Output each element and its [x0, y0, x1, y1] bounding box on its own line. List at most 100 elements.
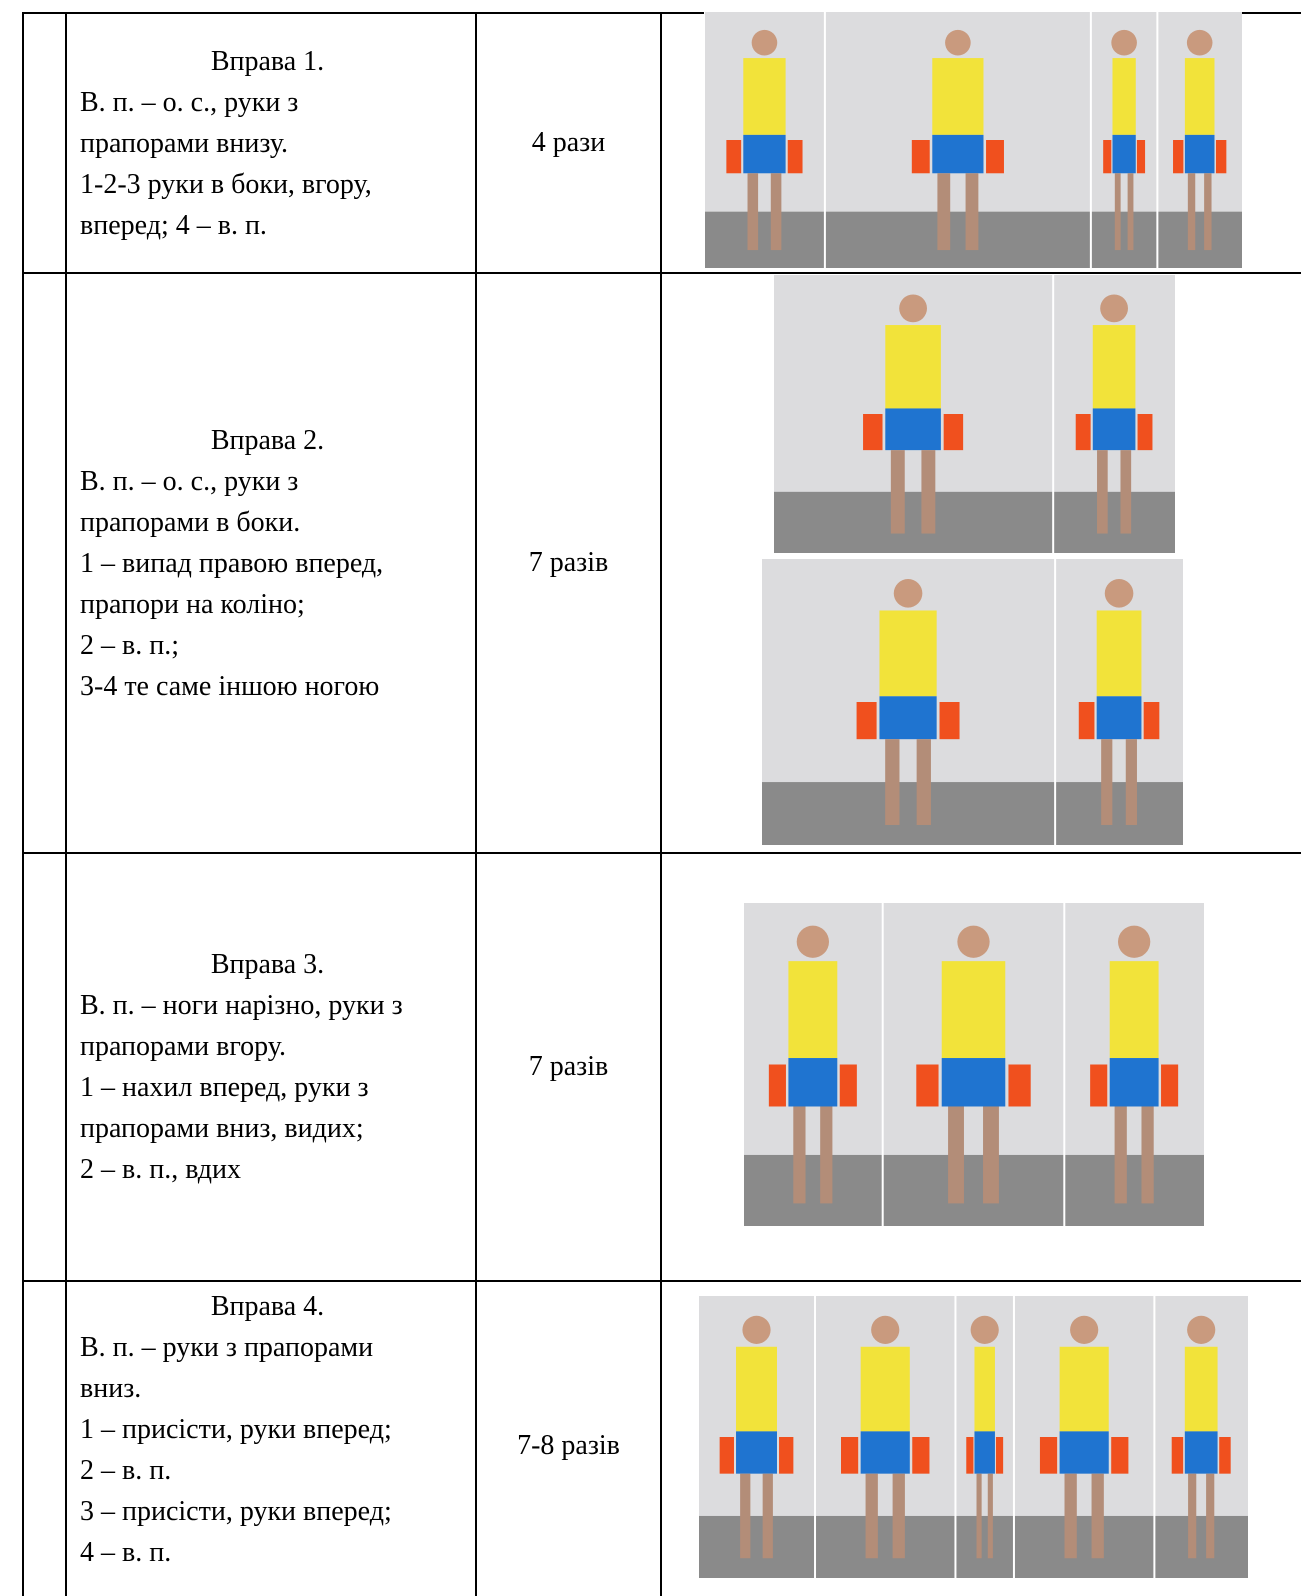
photo-shape: [863, 414, 883, 451]
photo-shape: [793, 1106, 806, 1204]
photo-shape: [1161, 1064, 1179, 1107]
exercise-line: прапорами внизу.: [80, 127, 289, 159]
exercise-line: прапорами вгору.: [80, 1031, 286, 1062]
photo-shape: [1187, 1315, 1216, 1344]
photo-shape: [787, 140, 803, 174]
photo-shape: [1187, 173, 1196, 251]
reps-cell: 7-8 разів: [475, 1280, 662, 1596]
photo-shape: [773, 491, 1054, 553]
photo-shape: [995, 1437, 1004, 1474]
photo-shape: [1064, 1473, 1077, 1559]
photo-shape: [726, 140, 742, 174]
photo-shape: [860, 1346, 910, 1432]
photo-shape: [1078, 702, 1095, 740]
photo-shape: [966, 1437, 974, 1474]
photo-shape: [743, 58, 786, 135]
photo-shape: [912, 1437, 930, 1474]
photo-shape: [932, 58, 984, 135]
photo-shape: [1173, 140, 1184, 174]
exercise-line: 1 – присісти, руки вперед;: [80, 1414, 392, 1445]
photo-shape: [1091, 1473, 1104, 1559]
photo-shape: [1154, 1515, 1248, 1578]
photo-shape: [719, 1437, 734, 1474]
photo-shape: [1204, 173, 1212, 251]
photo-shape: [986, 140, 1004, 174]
exercise-line: 2 – в. п., вдих: [80, 1154, 241, 1185]
photo-shape: [762, 1473, 773, 1559]
photo-shape: [983, 1106, 999, 1204]
photo-shape: [957, 925, 990, 958]
exercise-line: В. п. – о. с., руки з: [80, 86, 299, 118]
photo-shape: [1111, 1437, 1129, 1474]
photo-shape: [1141, 1106, 1154, 1204]
photo-shape: [761, 782, 1056, 845]
photo-shape: [698, 1515, 816, 1578]
exercise-line: 1 – випад правою вперед,: [80, 547, 384, 579]
photo-shape: [1127, 173, 1134, 251]
photo-shape: [1090, 211, 1158, 268]
photo-shape: [965, 173, 979, 251]
photo-shape: [1219, 1437, 1231, 1474]
photo-shape: [820, 1106, 833, 1204]
photo-shape: [941, 961, 1006, 1059]
photo-shape: [945, 29, 971, 56]
exercise-photo: [743, 903, 1204, 1226]
photo-shape: [1055, 782, 1183, 845]
photo-shape: [1184, 134, 1215, 174]
photo-shape: [937, 173, 951, 251]
exercise-title: Вправа 4.: [210, 1291, 325, 1322]
exercise-line: 2 – в. п.: [80, 1455, 172, 1486]
photo-shape: [1157, 211, 1242, 268]
photo-shape: [743, 134, 786, 174]
photo-shape: [1064, 1154, 1204, 1226]
photo-shape: [747, 173, 759, 251]
photo-shape: [892, 1473, 905, 1559]
exercise-title: Вправа 1.: [210, 45, 325, 77]
exercise-line: вниз.: [80, 1373, 142, 1404]
photo-shape: [1184, 1431, 1218, 1474]
photo-shape: [1109, 1058, 1159, 1107]
photo-shape: [743, 1154, 883, 1226]
photo-shape: [943, 414, 964, 451]
photo-shape: [1100, 294, 1128, 323]
photo-shape: [955, 1515, 1014, 1578]
photo-shape: [1013, 1515, 1155, 1578]
exercise-title: Вправа 2.: [210, 424, 325, 456]
photo-shape: [1136, 140, 1146, 174]
photo-shape: [871, 1315, 900, 1344]
exercise-photo: [773, 275, 1175, 553]
exercise-line: прапори на коліно;: [80, 588, 305, 620]
photo-shape: [1186, 29, 1213, 56]
photo-shape: [1171, 1437, 1184, 1474]
photo-shape: [1096, 696, 1142, 740]
photo-shape: [742, 1315, 771, 1344]
photo-shape: [779, 1437, 794, 1474]
exercise-title: Вправа 3.: [210, 949, 325, 980]
exercise-line: 3 – присісти, руки вперед;: [80, 1496, 392, 1527]
number-cell: [22, 12, 67, 274]
photo-shape: [1104, 579, 1134, 608]
photo-shape: [1053, 491, 1175, 553]
photo-shape: [1184, 1346, 1218, 1432]
photo-shape: [885, 739, 900, 825]
photo-shape: [879, 696, 937, 740]
photo-shape: [1092, 408, 1136, 451]
photo-shape: [987, 1473, 993, 1559]
exercise-photo: [698, 1296, 1248, 1578]
photo-shape: [1092, 325, 1136, 409]
photo-shape: [1090, 1064, 1108, 1107]
exercise-line: 4 – в. п.: [80, 1537, 172, 1568]
exercise-cell: Вправа 2. В. п. – о. с., руки з прапорами …: [65, 272, 477, 854]
reps-cell: 7 разів: [475, 272, 662, 854]
photo-shape: [860, 1431, 910, 1474]
photo-shape: [815, 1515, 956, 1578]
photo-shape: [1039, 1437, 1058, 1474]
photo-shape: [974, 1346, 995, 1432]
photo-shape: [1103, 140, 1112, 174]
photo-shape: [911, 140, 930, 174]
photo-shape: [941, 1058, 1006, 1107]
photo-shape: [770, 173, 782, 251]
photo-shape: [1114, 1106, 1127, 1204]
photo-shape: [899, 294, 927, 323]
photo-shape: [1143, 702, 1160, 740]
